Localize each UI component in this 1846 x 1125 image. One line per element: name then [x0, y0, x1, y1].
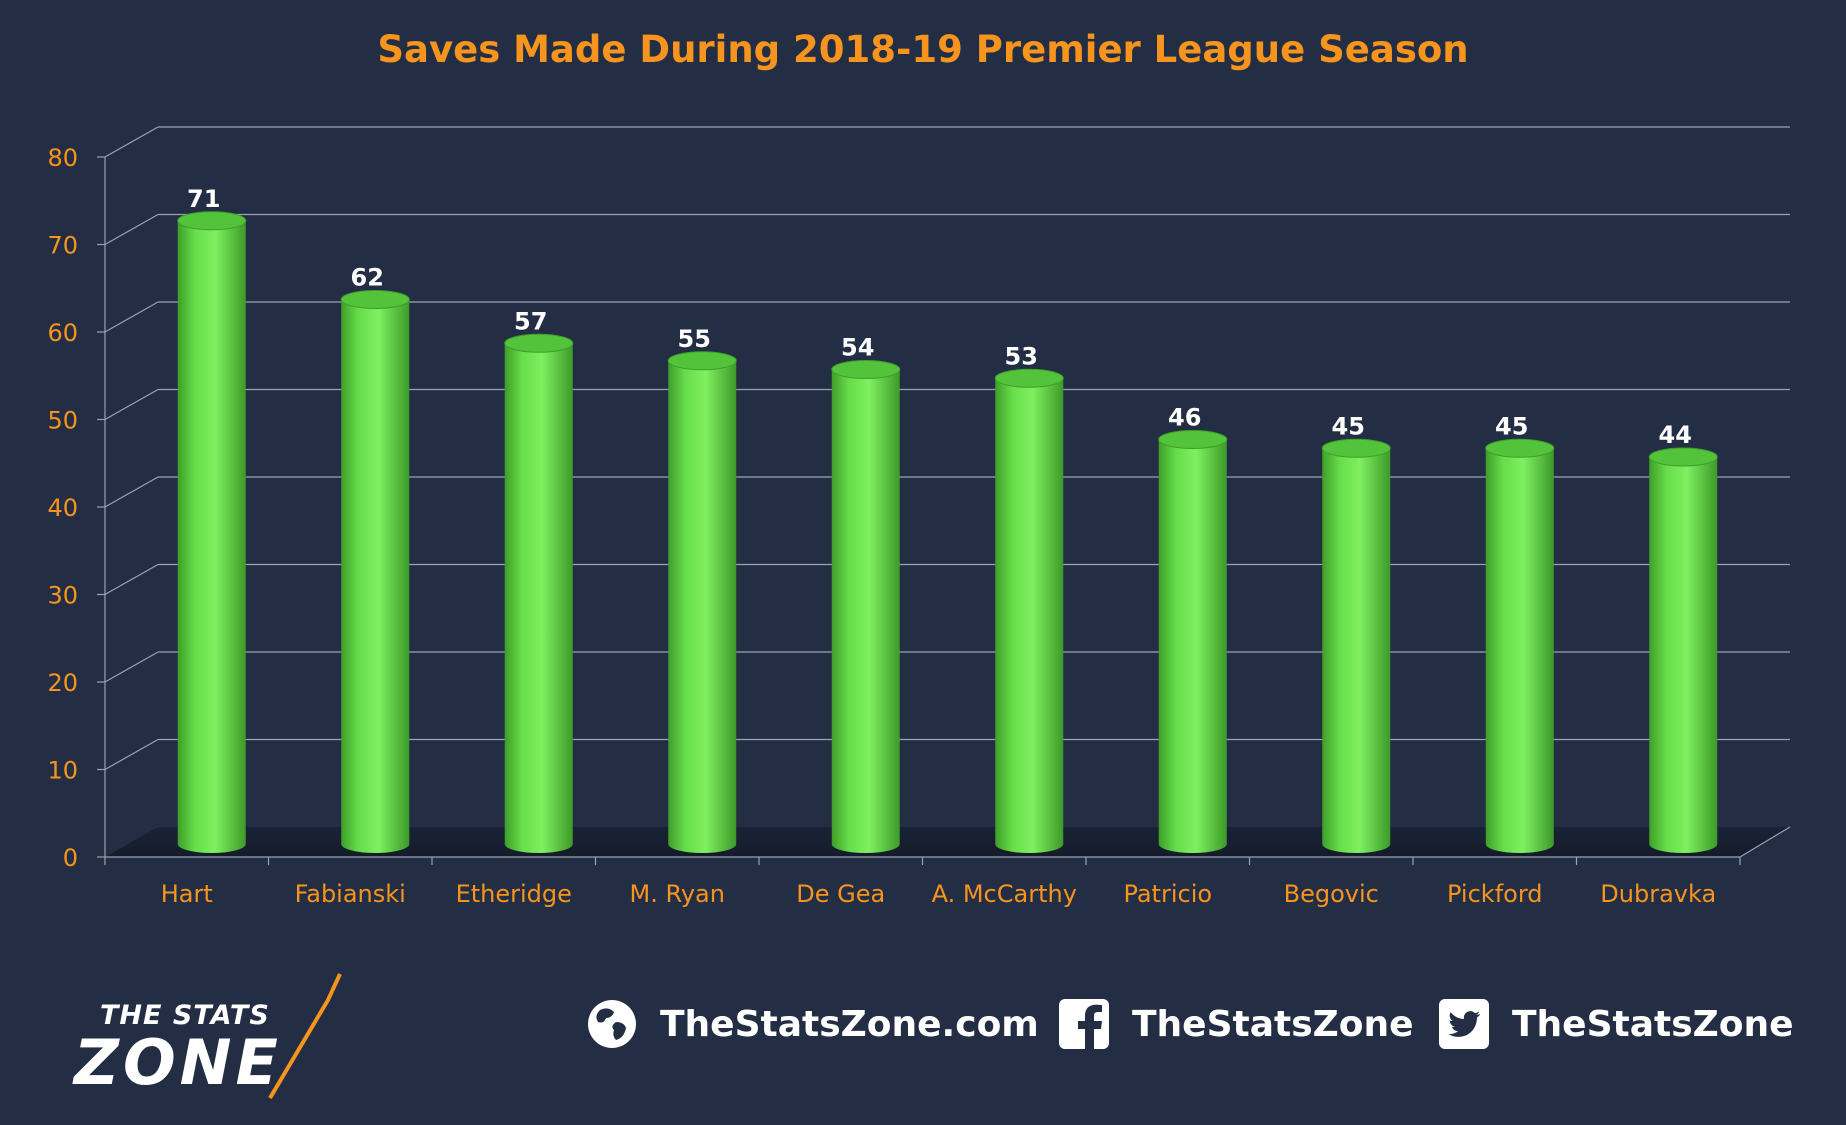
- data-label: 46: [1168, 404, 1201, 432]
- y-tick-label: 40: [47, 494, 78, 522]
- bar-body: [995, 378, 1064, 853]
- gridline-diagonal: [104, 301, 159, 333]
- bar: [1158, 430, 1228, 853]
- bar-body: [1322, 448, 1391, 853]
- y-tick-label: 60: [47, 319, 78, 347]
- chart-bars: [177, 211, 1718, 853]
- the-stats-zone-logo: THE STATS ZONE: [70, 970, 400, 1110]
- x-tick-label: M. Ryan: [630, 880, 725, 908]
- gridline-diagonal: [104, 388, 159, 421]
- bar-body: [668, 360, 737, 853]
- bar-top: [831, 360, 901, 379]
- bar-top: [994, 368, 1064, 388]
- x-axis-depth: [1739, 826, 1791, 858]
- bar: [1648, 447, 1718, 853]
- bar: [667, 351, 737, 853]
- gridline-diagonal: [104, 651, 159, 683]
- footer: THE STATS ZONE TheStatsZone.com TheStats…: [0, 940, 1846, 1125]
- bar-top: [177, 211, 247, 231]
- data-label: 45: [1495, 412, 1528, 440]
- x-tick-label: Fabianski: [295, 880, 406, 908]
- y-tick-label: 0: [63, 844, 78, 872]
- bar: [831, 360, 901, 853]
- gridline-diagonal: [104, 476, 159, 508]
- bar-body: [177, 220, 246, 853]
- y-tick-label: 70: [47, 232, 78, 260]
- y-tick-label: 20: [47, 669, 78, 697]
- data-label: 45: [1332, 412, 1365, 440]
- bar-body: [504, 343, 573, 853]
- logo-line-1: THE STATS: [100, 1000, 270, 1031]
- bar: [1485, 438, 1555, 853]
- website-text: TheStatsZone.com: [660, 1003, 1039, 1045]
- bar: [340, 290, 410, 853]
- bar-top: [504, 333, 574, 353]
- logo-swoosh-icon: [268, 973, 342, 1100]
- x-tick-label: De Gea: [796, 880, 885, 908]
- twitter-icon: [1439, 999, 1489, 1049]
- gridline-diagonal: [104, 213, 159, 246]
- bar-body: [1649, 457, 1718, 853]
- x-tick-label: Hart: [161, 880, 213, 908]
- data-label: 57: [514, 307, 547, 335]
- data-label: 44: [1659, 421, 1692, 449]
- bar-top: [667, 351, 737, 371]
- x-tick-label: Pickford: [1447, 880, 1543, 908]
- bar-body: [1485, 448, 1554, 853]
- bar-body: [831, 369, 900, 853]
- x-tick-label: Etheridge: [456, 880, 572, 908]
- chart-title: Saves Made During 2018-19 Premier League…: [377, 28, 1468, 71]
- gridline-diagonal: [104, 563, 159, 596]
- twitter-text: TheStatsZone: [1512, 1003, 1794, 1045]
- x-tick-label: A. McCarthy: [932, 880, 1077, 908]
- gridline-diagonal: [104, 738, 159, 771]
- bar: [1321, 438, 1391, 853]
- facebook-text: TheStatsZone: [1132, 1003, 1414, 1045]
- x-tick-label: Begovic: [1284, 880, 1379, 908]
- data-label: 62: [351, 264, 384, 292]
- bar-top: [340, 290, 410, 309]
- bar: [994, 368, 1064, 853]
- y-tick-label: 10: [47, 757, 78, 785]
- gridline-diagonal: [104, 126, 159, 158]
- data-label: 55: [678, 325, 711, 353]
- data-label: 71: [187, 185, 220, 213]
- y-tick-label: 50: [47, 407, 78, 435]
- facebook-link[interactable]: TheStatsZone: [1058, 998, 1414, 1050]
- logo-line-2: ZONE: [74, 1026, 282, 1099]
- website-link[interactable]: TheStatsZone.com: [586, 998, 1039, 1050]
- y-tick-label: 30: [47, 582, 78, 610]
- bar: [504, 333, 574, 853]
- bar-body: [341, 299, 410, 853]
- x-tick-label: Dubravka: [1600, 880, 1716, 908]
- bar-body: [1158, 439, 1227, 853]
- bar-top: [1648, 447, 1718, 467]
- data-label: 53: [1005, 342, 1038, 370]
- twitter-link[interactable]: TheStatsZone: [1438, 998, 1794, 1050]
- globe-icon: [588, 1000, 636, 1048]
- data-label: 54: [841, 334, 874, 362]
- bar-top: [1485, 438, 1555, 458]
- bar-top: [1321, 438, 1391, 458]
- bar-top: [1158, 430, 1228, 449]
- facebook-icon: [1059, 999, 1109, 1049]
- chart: Saves Made During 2018-19 Premier League…: [47, 28, 1791, 908]
- y-tick-label: 80: [47, 144, 78, 172]
- bar: [177, 211, 247, 853]
- chart-labels: 0 10 20 30 40 50 60 70 80 71 Hart 62 Fabianski 57 Ethe…: [47, 144, 1716, 908]
- x-tick-label: Patricio: [1123, 880, 1212, 908]
